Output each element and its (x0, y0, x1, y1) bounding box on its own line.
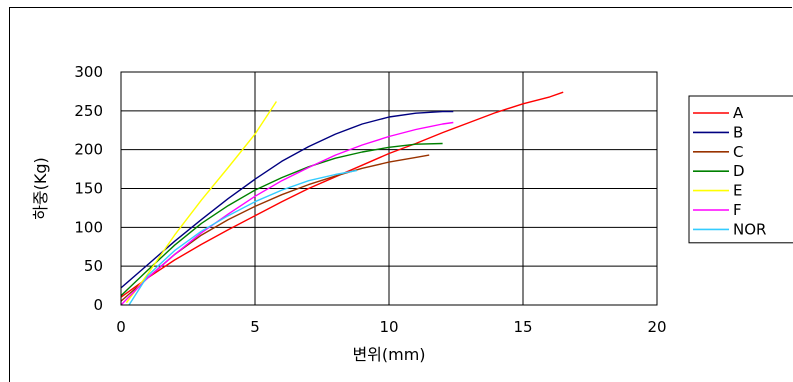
x-tick-label: 0 (116, 318, 126, 336)
legend-label: E (733, 182, 742, 200)
legend-label: A (733, 104, 744, 122)
x-tick-label: 20 (647, 318, 666, 336)
series-line-nor (128, 169, 357, 306)
legend-label: D (733, 162, 745, 180)
y-tick-label: 150 (74, 180, 103, 198)
y-axis-label: 하중(Kg) (31, 157, 50, 220)
y-tick-label: 50 (84, 257, 103, 275)
chart-frame (9, 7, 792, 382)
series-layer (120, 91, 564, 306)
series-line-e (125, 101, 277, 304)
plot-border (120, 71, 658, 306)
series-line-d (120, 142, 443, 297)
x-tick-label: 10 (379, 318, 398, 336)
y-tick-label: 300 (74, 63, 103, 81)
legend-box (688, 95, 793, 244)
series-line-f (120, 121, 454, 306)
y-tick-label: 0 (93, 296, 103, 314)
legend-label: F (733, 201, 742, 219)
x-axis-label: 변위(mm) (352, 345, 425, 364)
x-tick-label: 15 (513, 318, 532, 336)
y-tick-label: 200 (74, 141, 103, 159)
series-line-a (120, 91, 564, 298)
legend-label: NOR (733, 220, 766, 238)
legend-label: C (733, 143, 743, 161)
y-tick-label: 100 (74, 218, 103, 236)
series-line-b (120, 110, 454, 289)
y-tick-label: 250 (74, 102, 103, 120)
x-tick-labels: 0 5 10 15 20 (116, 318, 666, 336)
legend-label: B (733, 123, 743, 141)
y-tick-labels: 0 50 100 150 200 250 300 (74, 63, 103, 314)
x-tick-label: 5 (250, 318, 260, 336)
